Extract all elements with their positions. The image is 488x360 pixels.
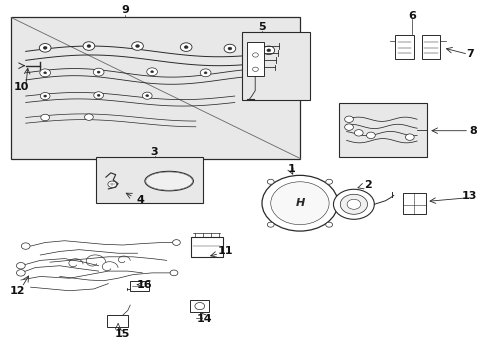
Bar <box>242 32 309 100</box>
Circle shape <box>267 222 274 227</box>
Circle shape <box>170 270 178 276</box>
Circle shape <box>41 114 49 121</box>
Ellipse shape <box>144 171 193 191</box>
Text: 3: 3 <box>150 147 158 157</box>
Circle shape <box>43 46 47 49</box>
Circle shape <box>97 71 100 73</box>
Circle shape <box>263 46 274 55</box>
Circle shape <box>252 53 258 57</box>
Circle shape <box>40 69 50 77</box>
Circle shape <box>266 49 270 52</box>
Text: 6: 6 <box>407 11 415 21</box>
Text: 15: 15 <box>114 329 129 339</box>
Text: 1: 1 <box>287 164 294 174</box>
Circle shape <box>39 44 51 52</box>
Circle shape <box>17 270 25 276</box>
Text: 5: 5 <box>257 22 265 32</box>
Circle shape <box>195 302 204 310</box>
Circle shape <box>354 130 363 136</box>
Bar <box>130 281 148 291</box>
Circle shape <box>344 124 353 130</box>
Circle shape <box>142 92 152 99</box>
Text: H: H <box>295 198 304 207</box>
Circle shape <box>325 179 332 184</box>
Circle shape <box>267 179 274 184</box>
Circle shape <box>227 47 231 50</box>
Bar <box>421 35 440 59</box>
Circle shape <box>344 116 353 122</box>
Circle shape <box>333 189 373 219</box>
Circle shape <box>93 68 104 76</box>
Circle shape <box>200 69 210 77</box>
Text: 2: 2 <box>364 180 371 190</box>
Circle shape <box>17 262 25 269</box>
Circle shape <box>135 45 139 48</box>
Text: 12: 12 <box>10 287 25 296</box>
Text: 9: 9 <box>121 5 129 15</box>
Bar <box>96 157 203 203</box>
Circle shape <box>83 42 95 50</box>
Circle shape <box>150 71 153 73</box>
Circle shape <box>180 43 192 51</box>
Circle shape <box>84 114 93 120</box>
Bar <box>339 103 426 157</box>
Bar <box>246 42 264 76</box>
Bar <box>191 237 222 257</box>
Circle shape <box>145 95 148 97</box>
Circle shape <box>43 95 46 97</box>
Circle shape <box>325 222 332 227</box>
Circle shape <box>43 72 46 74</box>
Circle shape <box>172 240 180 246</box>
Circle shape <box>224 44 235 53</box>
Circle shape <box>146 68 157 76</box>
Circle shape <box>366 132 374 139</box>
Circle shape <box>262 175 337 231</box>
Circle shape <box>346 199 360 209</box>
Circle shape <box>203 72 206 74</box>
Text: 13: 13 <box>461 191 476 201</box>
Circle shape <box>21 243 30 249</box>
Text: 8: 8 <box>468 126 476 136</box>
Bar <box>394 35 413 59</box>
Ellipse shape <box>145 172 192 190</box>
Circle shape <box>184 46 188 49</box>
Bar <box>402 193 425 214</box>
Bar <box>11 18 300 158</box>
Text: 11: 11 <box>217 247 232 256</box>
Circle shape <box>97 94 100 96</box>
Circle shape <box>270 182 328 225</box>
Circle shape <box>340 194 367 214</box>
Circle shape <box>108 181 116 188</box>
Circle shape <box>252 67 258 71</box>
Circle shape <box>40 93 50 100</box>
Text: 4: 4 <box>136 195 143 204</box>
Bar <box>190 300 209 312</box>
Text: 7: 7 <box>465 49 473 59</box>
Circle shape <box>131 42 143 50</box>
Circle shape <box>405 134 413 140</box>
Text: 16: 16 <box>137 280 152 291</box>
Circle shape <box>87 45 91 48</box>
Text: 10: 10 <box>14 82 29 92</box>
Circle shape <box>94 92 103 99</box>
Text: 14: 14 <box>196 314 212 324</box>
Bar <box>107 315 127 327</box>
